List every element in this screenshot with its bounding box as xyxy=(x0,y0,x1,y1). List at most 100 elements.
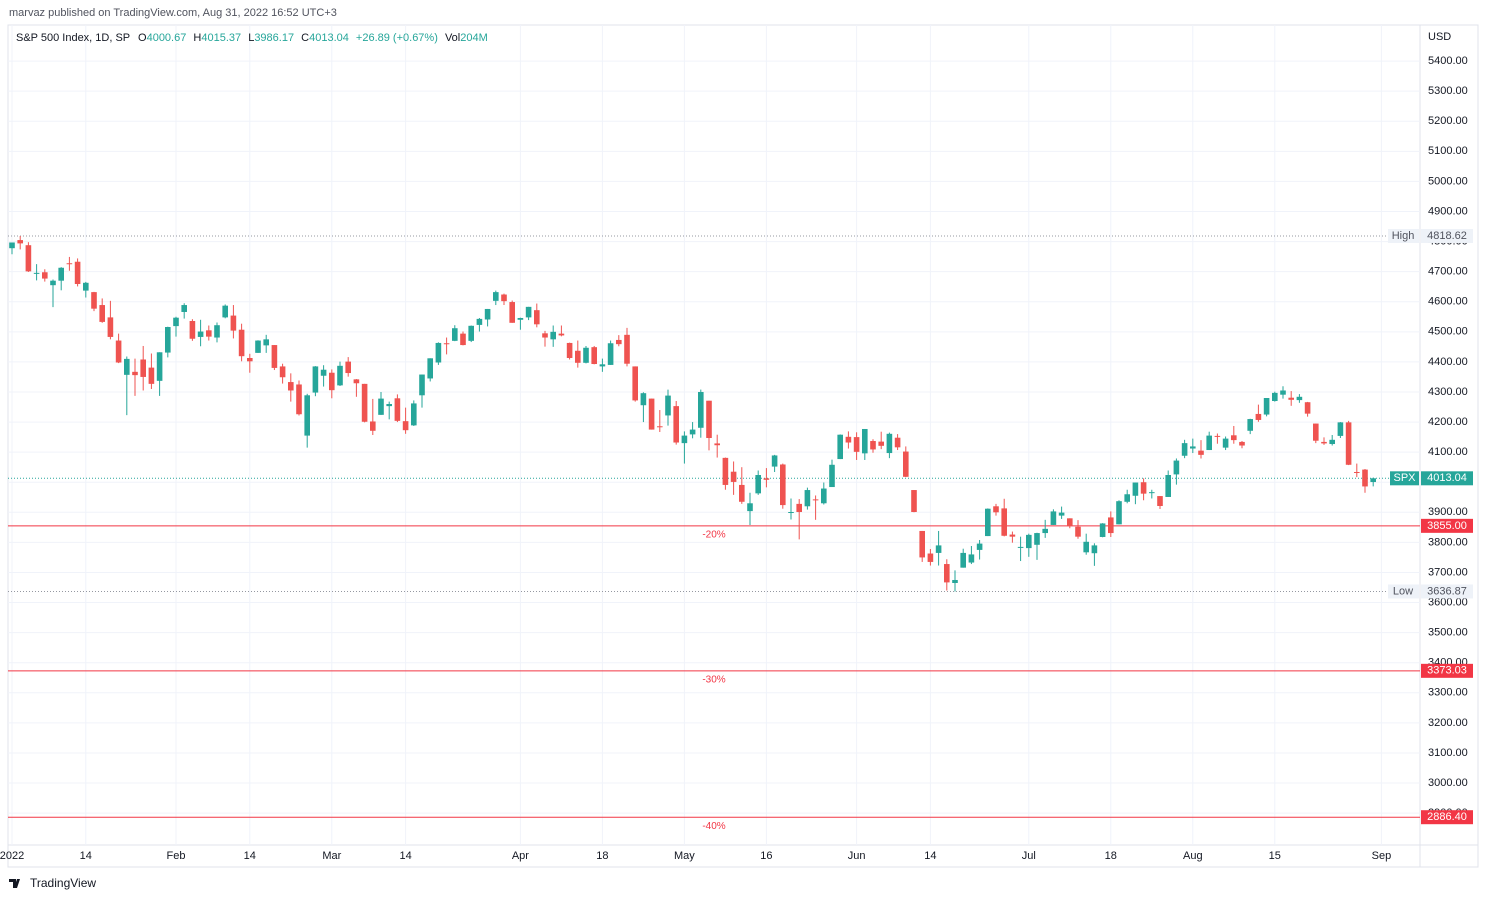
candle-body xyxy=(689,429,696,435)
candle-body xyxy=(853,437,860,452)
candle-body xyxy=(763,478,770,480)
y-tick-label: 3500.00 xyxy=(1428,627,1468,639)
candle-body xyxy=(862,428,868,454)
candle-body xyxy=(320,369,327,376)
candle-body xyxy=(730,471,737,482)
marker-name-box xyxy=(1388,584,1419,599)
candle-body xyxy=(189,320,196,339)
candle-body xyxy=(329,372,335,391)
candle-body xyxy=(714,443,720,446)
candle-body xyxy=(1231,435,1237,441)
candle-body xyxy=(927,553,934,562)
candle-body xyxy=(165,327,171,353)
candle-body xyxy=(722,457,729,485)
candle-body xyxy=(271,345,278,368)
candle-body xyxy=(681,435,688,444)
y-tick-label: 3800.00 xyxy=(1428,536,1468,548)
candle-body xyxy=(74,261,81,284)
candle-body xyxy=(33,272,40,274)
candle-body xyxy=(206,330,212,337)
candle-body xyxy=(484,308,491,320)
candle-body xyxy=(1091,545,1098,554)
candle-body xyxy=(181,305,187,312)
candle-body xyxy=(1239,441,1245,446)
y-tick-label: 5400.00 xyxy=(1428,55,1468,67)
candle-body xyxy=(935,545,942,553)
candle-body xyxy=(1198,450,1204,455)
price-line-label: 2886.40 xyxy=(1427,811,1467,823)
candle-body xyxy=(1272,392,1278,402)
candle-body xyxy=(1075,526,1081,537)
legend-volume-label: Vol xyxy=(445,32,460,44)
candle-body xyxy=(1009,534,1016,537)
y-tick-label: 5100.00 xyxy=(1428,145,1468,157)
x-tick-label: 16 xyxy=(760,850,772,862)
candle-body xyxy=(1354,471,1360,473)
last-value-box xyxy=(1421,471,1473,486)
candle-body xyxy=(1206,435,1212,451)
price-line-tag xyxy=(1421,663,1473,678)
marker-name-box xyxy=(1388,228,1419,243)
candle-body xyxy=(1034,533,1040,545)
candle-body xyxy=(427,358,433,379)
price-line-name: -40% xyxy=(702,821,725,832)
candle-body xyxy=(1181,443,1188,456)
y-tick-label: 4700.00 xyxy=(1428,266,1468,278)
y-tick-label: 4300.00 xyxy=(1428,386,1468,398)
candle-body xyxy=(58,267,64,281)
candle-body xyxy=(1149,492,1155,494)
legend-high: 4015.37 xyxy=(201,32,241,44)
candle-body xyxy=(312,366,319,393)
candle-body xyxy=(780,464,786,506)
candle-body xyxy=(370,421,376,431)
legend-volume: 204M xyxy=(460,32,488,44)
y-tick-label: 5200.00 xyxy=(1428,115,1468,127)
candle-body xyxy=(296,384,302,415)
candle-body xyxy=(804,490,811,507)
candle-body xyxy=(993,506,999,513)
candle-body xyxy=(435,342,442,363)
candle-body xyxy=(1132,482,1139,496)
candle-body xyxy=(99,305,105,322)
symbol-title: S&P 500 Index, 1D, SP xyxy=(16,32,130,44)
candle-body xyxy=(812,499,819,501)
candle-body xyxy=(378,398,384,415)
legend-letter: H xyxy=(193,32,201,44)
candle-body xyxy=(1313,423,1319,441)
candle-body xyxy=(788,512,794,514)
candle-body xyxy=(337,365,343,386)
legend-letter: O xyxy=(138,32,147,44)
candle-body xyxy=(304,395,310,436)
candle-body xyxy=(1124,494,1130,502)
candle-body xyxy=(50,280,56,286)
candle-body xyxy=(238,329,245,357)
y-tick-label: 3700.00 xyxy=(1428,566,1468,578)
candle-body xyxy=(919,530,925,558)
candle-body xyxy=(575,350,581,363)
y-tick-label: 3900.00 xyxy=(1428,506,1468,518)
y-tick-label: 3600.00 xyxy=(1428,596,1468,608)
x-tick-label: 15 xyxy=(1269,850,1281,862)
candle-body xyxy=(1288,397,1294,400)
candle-body xyxy=(402,421,409,431)
candle-body xyxy=(345,361,351,374)
candle-body xyxy=(944,564,950,583)
candle-body xyxy=(1190,446,1196,449)
candle-body xyxy=(509,302,515,323)
candle-body xyxy=(673,406,679,443)
x-tick-label: 2022 xyxy=(0,850,24,862)
candle-body xyxy=(903,451,909,477)
candle-body xyxy=(968,554,975,563)
candle-body xyxy=(1362,469,1368,487)
y-tick-label: 4200.00 xyxy=(1428,416,1468,428)
candle-body xyxy=(706,400,712,439)
candle-body xyxy=(411,403,417,426)
candle-body xyxy=(83,282,89,291)
candle-body xyxy=(1370,478,1376,483)
candle-body xyxy=(173,317,179,327)
last-name-box xyxy=(1390,471,1419,486)
candle-body xyxy=(263,339,269,346)
candle-body xyxy=(9,242,15,249)
currency: USD xyxy=(1428,31,1451,43)
candle-body xyxy=(124,358,130,375)
